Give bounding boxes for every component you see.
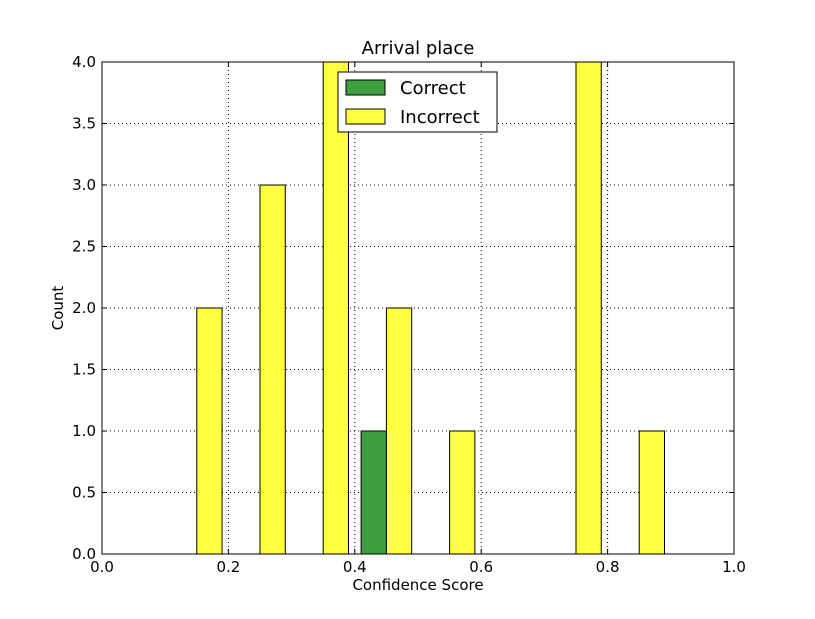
bar-incorrect (449, 430, 476, 555)
x-tick-label: 0.4 (343, 558, 367, 576)
x-tick-label: 0.6 (469, 558, 493, 576)
x-tick-label: 1.0 (722, 558, 746, 576)
bar-incorrect (259, 184, 286, 555)
x-tick-label: 0.8 (596, 558, 620, 576)
y-axis-label: Count (49, 286, 67, 331)
y-tick-label: 1.5 (72, 361, 96, 379)
legend: Correct Incorrect (337, 71, 498, 133)
bar-incorrect (196, 307, 223, 555)
bars-group (102, 61, 728, 555)
y-tick-label: 2.0 (72, 299, 96, 317)
bar-incorrect (322, 61, 349, 555)
bar-correct (360, 430, 387, 555)
axis-ticks (101, 61, 735, 555)
tick-labels: 0.0 0.2 0.4 0.6 0.8 1.0 0.0 0.5 1.0 1.5 2.0 2.5 3.0 3… (72, 53, 746, 576)
legend-label-correct: Correct (400, 78, 466, 99)
x-tick-label: 0.0 (90, 558, 114, 576)
bar-incorrect (638, 430, 665, 555)
legend-swatch-correct (345, 79, 386, 96)
y-tick-label: 4.0 (72, 53, 96, 71)
legend-label-incorrect: Incorrect (400, 107, 480, 128)
y-tick-label: 2.5 (72, 238, 96, 256)
x-axis-label: Confidence Score (352, 576, 483, 594)
bar-incorrect (575, 61, 602, 555)
legend-swatch-incorrect (345, 108, 386, 125)
y-tick-label: 0.0 (72, 545, 96, 563)
y-tick-label: 3.5 (72, 115, 96, 133)
chart-title: Arrival place (362, 38, 475, 59)
bar-incorrect (385, 307, 413, 555)
y-tick-label: 3.0 (72, 176, 96, 194)
y-tick-label: 0.5 (72, 484, 96, 502)
x-tick-label: 0.2 (216, 558, 240, 576)
y-tick-label: 1.0 (72, 422, 96, 440)
